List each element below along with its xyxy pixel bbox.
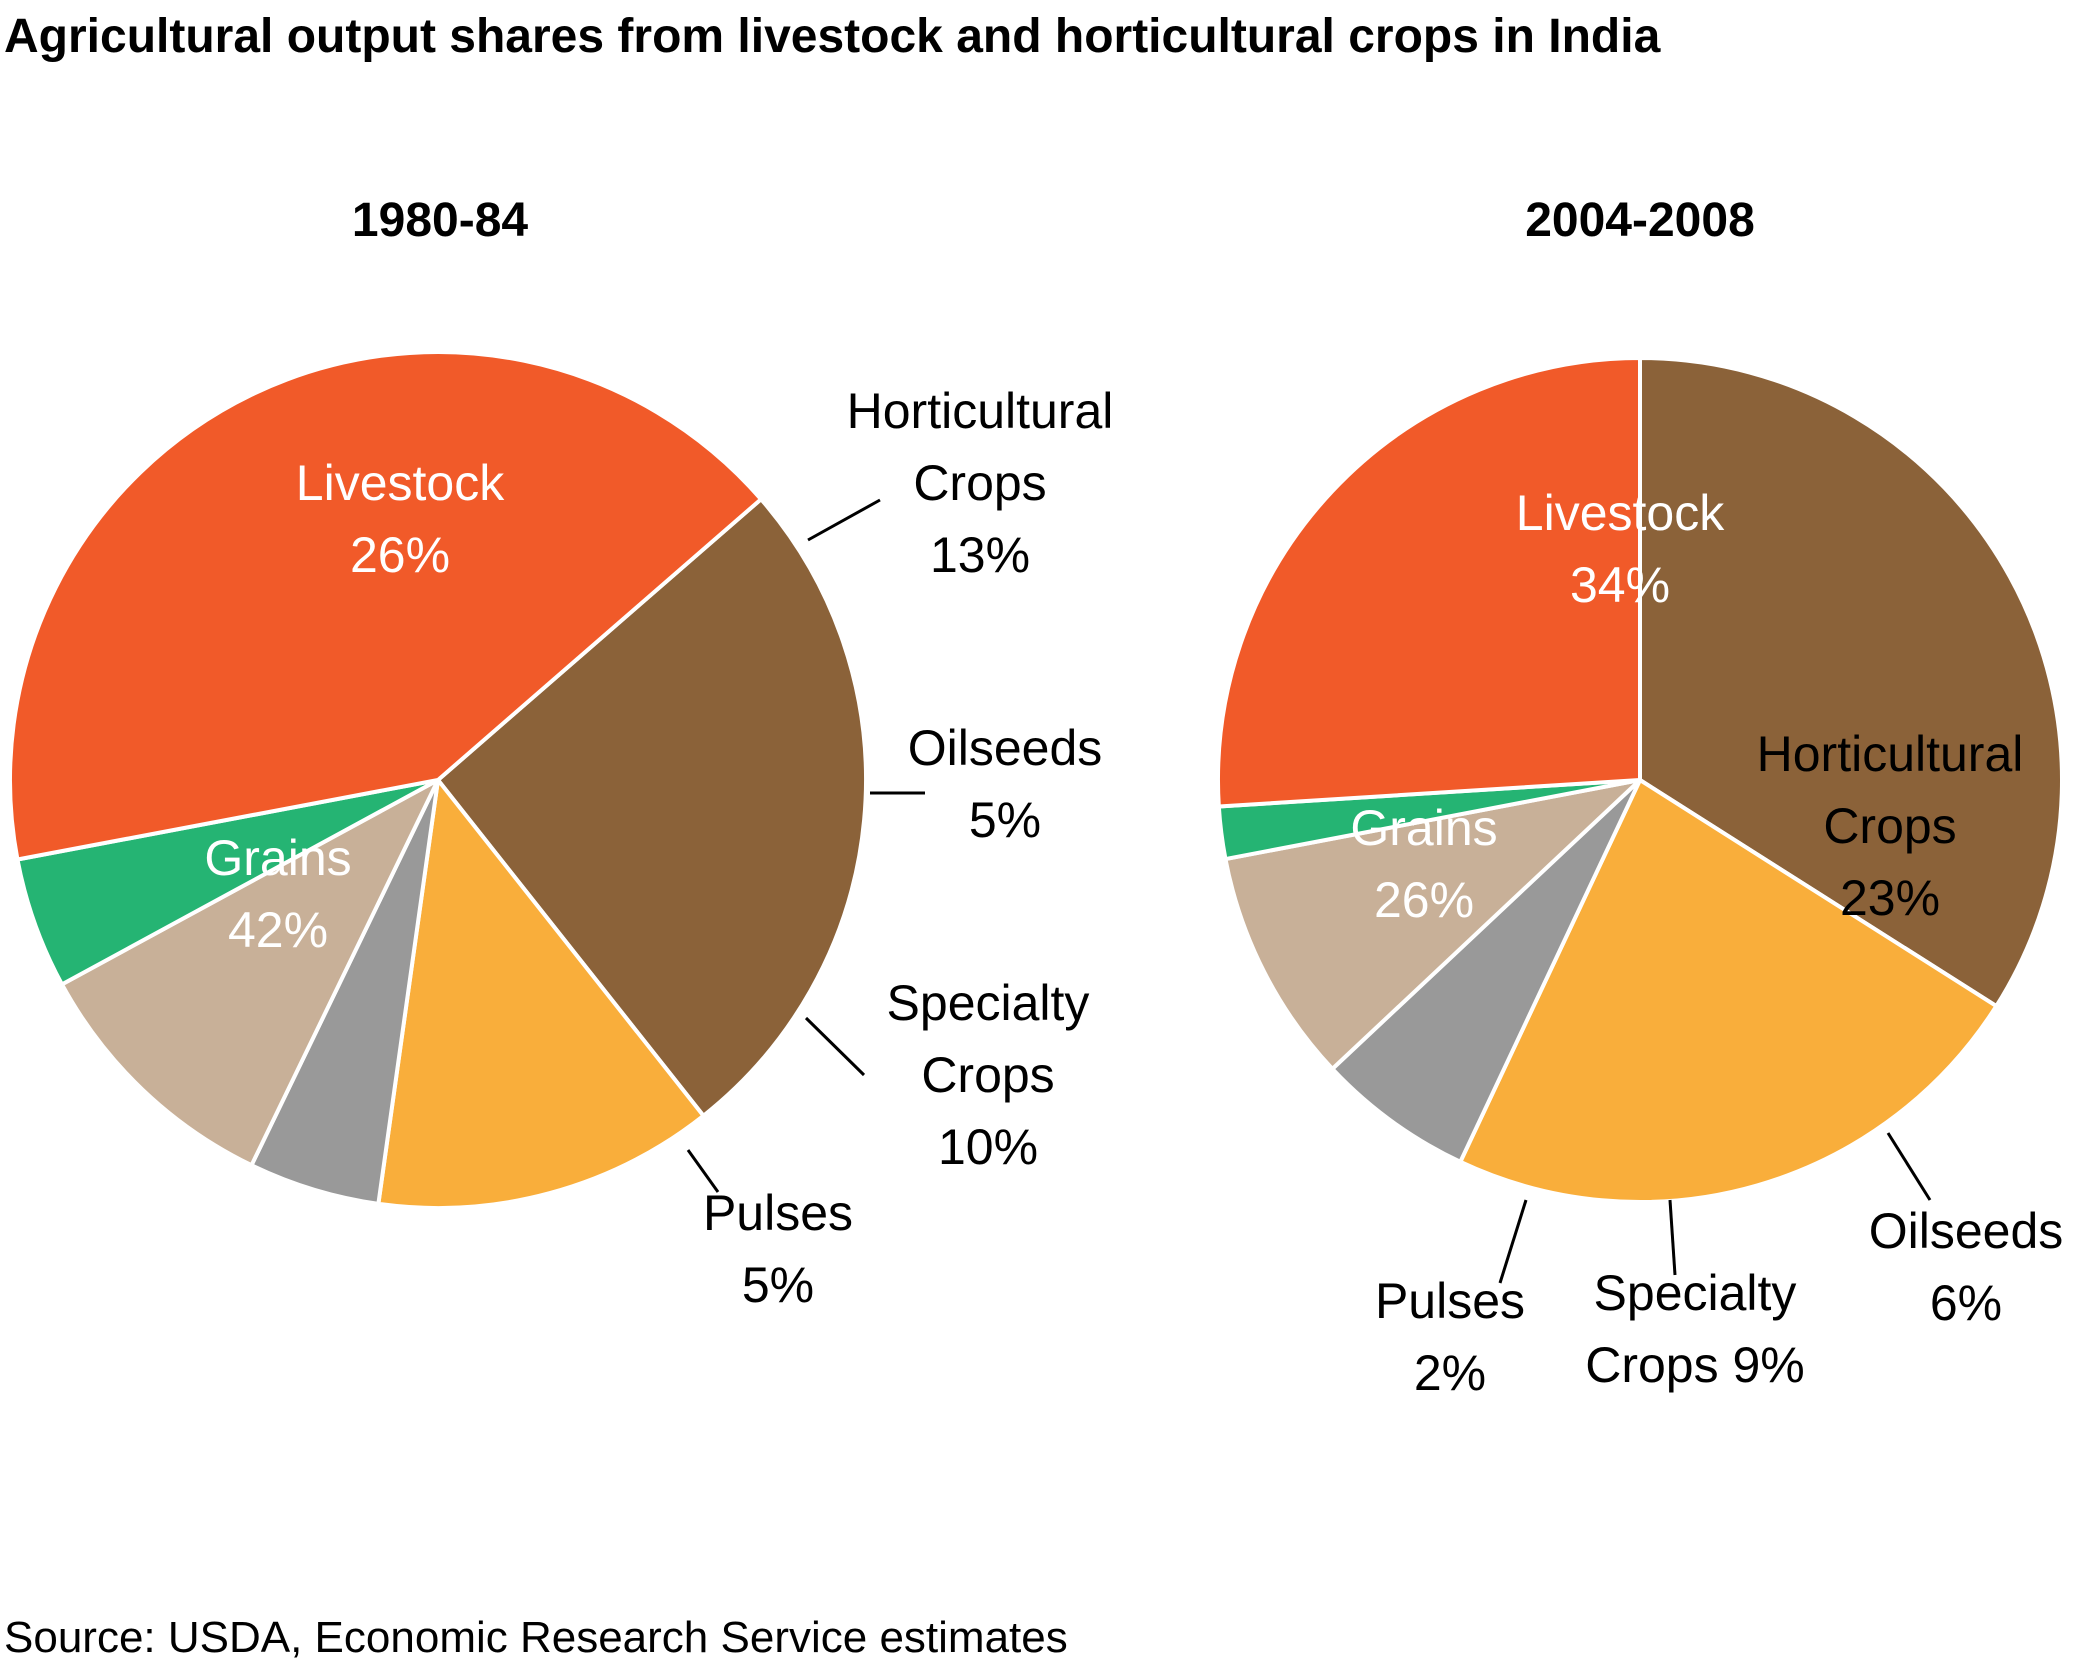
leader-line-pulses (1498, 1199, 1528, 1284)
data-label-line: 5% (969, 792, 1041, 848)
data-label-horticultural-crops: Horticultural Crops 23% (1757, 726, 2024, 926)
data-label-line: 13% (930, 527, 1030, 583)
data-label-line: Horticultural (847, 383, 1114, 439)
data-label-line: 2% (1414, 1345, 1486, 1401)
pie-slice-grains (1216, 356, 1642, 809)
pie-slice-horticultural-crops (376, 778, 706, 1210)
leader-line-specialty-crops (804, 1016, 866, 1077)
pie-slice-specialty-crops (1223, 778, 1642, 1071)
leader-line-horticultural-crops (807, 498, 881, 542)
leader-line-specialty-crops (1668, 1199, 1677, 1276)
data-label-line: 23% (1840, 870, 1940, 926)
data-label-oilseeds: Oilseeds 5% (908, 720, 1103, 848)
data-label-line: 34% (1570, 557, 1670, 613)
data-label-line: Crops (913, 455, 1046, 511)
pie-slice-specialty-crops (59, 778, 440, 1168)
data-label-pulses: Pulses 5% (703, 1185, 853, 1313)
data-label-line: Livestock (1516, 485, 1725, 541)
pie-slice-livestock (436, 497, 868, 1118)
pie-slice-livestock (1638, 356, 2065, 1009)
data-label-oilseeds: Oilseeds 6% (1869, 1203, 2064, 1331)
data-label-line: Crops (1823, 798, 1956, 854)
data-label-grains: Grains 26% (1350, 800, 1497, 928)
pie-slice-grains (8, 350, 764, 862)
data-label-horticultural-crops: Horticultural Crops 13% (847, 383, 1114, 583)
leader-line-pulses (686, 1149, 720, 1193)
data-label-line: 5% (742, 1257, 814, 1313)
data-label-grains: Grains 42% (204, 830, 351, 958)
data-label-line: Crops 9% (1585, 1337, 1805, 1393)
data-label-line: 6% (1930, 1275, 2002, 1331)
data-label-line: 26% (1374, 872, 1474, 928)
data-label-line: Specialty (887, 975, 1090, 1031)
data-label-specialty-crops: Specialty Crops 9% (1585, 1265, 1805, 1393)
data-label-specialty-crops: Specialty Crops 10% (887, 975, 1090, 1175)
pie-title-2004-2008: 2004-2008 (1525, 194, 1755, 247)
pie-chart-1980-84: Livestock 26% Horticultural Crops 13% Oilseed… (8, 350, 1114, 1313)
data-label-line: Pulses (1375, 1273, 1525, 1329)
data-label-line: 26% (350, 527, 450, 583)
leader-line-oilseeds (1886, 1132, 1932, 1201)
pie-slice-horticultural-crops (1458, 778, 1999, 1205)
data-label-line: Livestock (296, 455, 505, 511)
data-label-line: Specialty (1594, 1265, 1797, 1321)
pie-chart-2004-2008: Livestock 34% Horticultural Crops 23% Oilseed… (1216, 356, 2065, 1401)
data-label-line: Crops (921, 1047, 1054, 1103)
data-label-line: Pulses (703, 1185, 853, 1241)
data-label-line: Horticultural (1757, 726, 2024, 782)
data-label-livestock: Livestock 34% (1516, 485, 1725, 613)
pie-slice-oilseeds (1330, 778, 1642, 1164)
data-label-line: 42% (228, 902, 328, 958)
source-note: Source: USDA, Economic Research Service … (4, 1613, 1068, 1662)
data-label-line: Grains (204, 830, 351, 886)
chart-title: Agricultural output shares from livestoc… (4, 10, 1661, 63)
data-label-line: Grains (1350, 800, 1497, 856)
data-label-line: 10% (938, 1119, 1038, 1175)
data-label-line: Oilseeds (908, 720, 1103, 776)
data-label-livestock: Livestock 26% (296, 455, 505, 583)
pie-title-1980-84: 1980-84 (352, 194, 528, 247)
data-label-line: Oilseeds (1869, 1203, 2064, 1259)
data-label-pulses: Pulses 2% (1375, 1273, 1525, 1401)
